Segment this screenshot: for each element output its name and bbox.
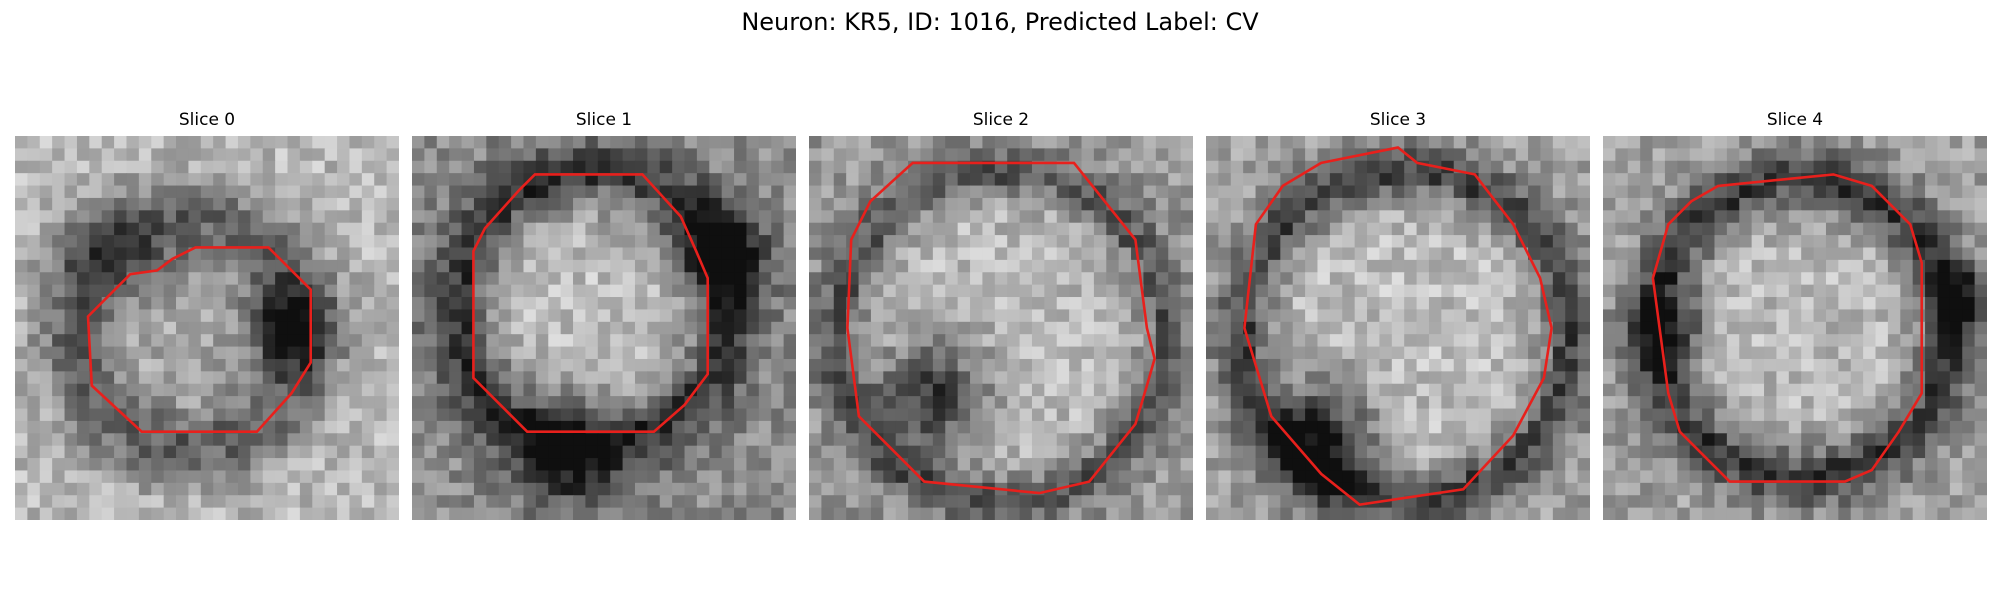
slice-image-2 bbox=[809, 136, 1193, 520]
roi-contour bbox=[1243, 146, 1553, 506]
slice-pixels bbox=[15, 136, 399, 520]
slice-image-4 bbox=[1603, 136, 1987, 520]
slice-panel-3: Slice 3 bbox=[1206, 108, 1590, 520]
slice-title-3: Slice 3 bbox=[1369, 110, 1427, 130]
slice-panel-2: Slice 2 bbox=[809, 108, 1193, 520]
slice-title-1: Slice 1 bbox=[575, 110, 633, 130]
slice-title-0: Slice 0 bbox=[178, 110, 236, 130]
slice-pixels bbox=[412, 136, 796, 520]
figure-title: Neuron: KR5, ID: 1016, Predicted Label: … bbox=[741, 8, 1259, 36]
slice-pixels bbox=[1603, 136, 1987, 520]
slice-title-2: Slice 2 bbox=[972, 110, 1030, 130]
roi-contour bbox=[472, 173, 710, 434]
roi-contour bbox=[1651, 173, 1924, 483]
roi-contour bbox=[846, 161, 1156, 495]
slice-panel-1: Slice 1 bbox=[412, 108, 796, 520]
slice-image-3 bbox=[1206, 136, 1590, 520]
slice-title-4: Slice 4 bbox=[1766, 110, 1824, 130]
slice-panel-0: Slice 0 bbox=[15, 108, 399, 520]
slice-image-1 bbox=[412, 136, 796, 520]
slice-pixels bbox=[1206, 136, 1590, 520]
roi-contour bbox=[86, 246, 313, 434]
slice-image-0 bbox=[15, 136, 399, 520]
slice-panel-4: Slice 4 bbox=[1603, 108, 1987, 520]
slice-pixels bbox=[809, 136, 1193, 520]
